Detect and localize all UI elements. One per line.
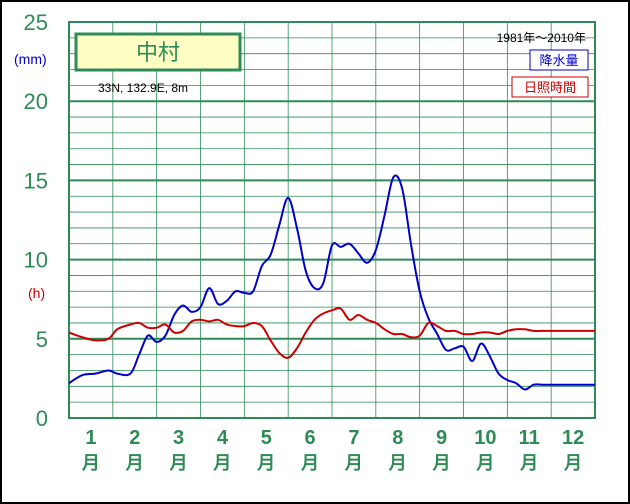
x-tick-suffix: 月 — [256, 453, 275, 474]
x-tick-suffix: 月 — [563, 453, 582, 474]
x-tick-suffix: 月 — [388, 453, 407, 474]
x-tick-suffix: 月 — [475, 453, 494, 474]
x-tick-suffix: 月 — [212, 453, 231, 474]
legend-sunshine-label: 日照時間 — [524, 81, 576, 96]
x-tick-label: 8 — [392, 427, 403, 449]
x-tick-label: 11 — [519, 427, 540, 449]
y-tick-label: 20 — [24, 89, 48, 114]
period-label: 1981年〜2010年 — [497, 31, 586, 45]
x-tick-label: 2 — [129, 427, 140, 449]
x-tick-label: 7 — [348, 427, 359, 449]
legend: 降水量 日照時間 — [511, 49, 589, 98]
x-tick-suffix: 月 — [81, 453, 100, 474]
x-tick-suffix: 月 — [169, 453, 188, 474]
station-name: 中村 — [136, 41, 180, 66]
x-tick-label: 4 — [217, 427, 229, 449]
x-tick-label: 10 — [474, 427, 496, 449]
station-coords: 33N, 132.9E, 8m — [98, 81, 188, 95]
x-tick-label: 3 — [173, 427, 184, 449]
x-tick-label: 1 — [85, 427, 96, 449]
x-tick-label: 9 — [436, 427, 447, 449]
station-box: 中村 — [74, 32, 242, 72]
precipitation-line — [68, 174, 595, 391]
sunshine-line — [68, 307, 595, 359]
x-tick-suffix: 月 — [125, 453, 144, 474]
x-tick-suffix: 月 — [519, 453, 538, 474]
precip-unit-label: (mm) — [14, 51, 47, 67]
x-tick-suffix: 月 — [432, 453, 451, 474]
sunshine-unit-label: (h) — [28, 285, 45, 301]
x-tick-label: 5 — [261, 427, 272, 449]
y-tick-label: 5 — [36, 327, 48, 352]
legend-sunshine-box — [511, 76, 589, 98]
y-tick-label: 0 — [36, 406, 48, 431]
y-tick-label: 25 — [24, 10, 48, 35]
y-tick-label: 10 — [24, 248, 48, 273]
x-tick-suffix: 月 — [300, 453, 319, 474]
y-axis: 0 5 10 15 20 25 — [24, 10, 48, 431]
x-tick-suffix: 月 — [344, 453, 363, 474]
x-tick-label: 12 — [562, 427, 584, 449]
legend-precip-label: 降水量 — [539, 54, 578, 69]
y-tick-label: 15 — [24, 168, 48, 193]
x-axis: 1 月 2 月 3 月 4 月 5 月 6 月 7 月 8 月 9 月 10 月 11 月 12 月 — [81, 427, 584, 474]
legend-precip-box — [529, 49, 589, 71]
plot-border — [68, 21, 596, 419]
series-layer — [68, 174, 595, 391]
x-tick-label: 6 — [305, 427, 316, 449]
